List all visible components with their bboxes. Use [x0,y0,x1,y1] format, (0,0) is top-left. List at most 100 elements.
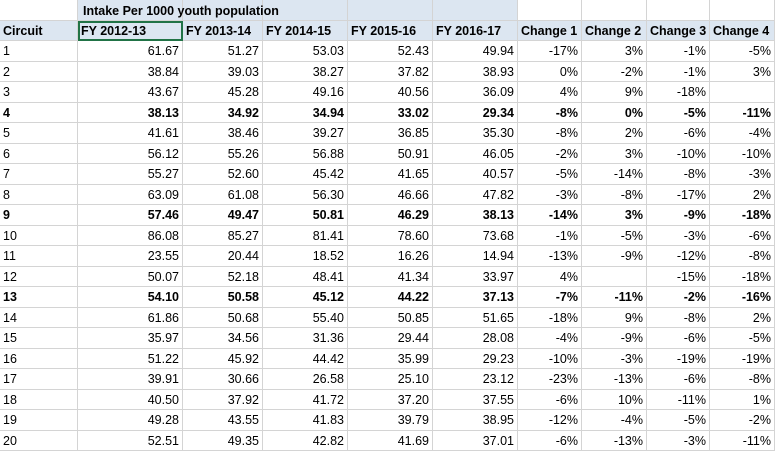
value-cell[interactable]: 29.23 [433,349,518,370]
change-cell[interactable]: -14% [518,205,582,226]
change-cell[interactable]: -8% [518,123,582,144]
value-cell[interactable]: 51.27 [183,41,263,62]
value-cell[interactable]: 37.20 [348,390,433,411]
value-cell[interactable]: 20.44 [183,246,263,267]
change-cell[interactable]: -17% [647,185,710,206]
value-cell[interactable]: 41.83 [263,410,348,431]
change-cell[interactable]: -4% [582,410,647,431]
value-cell[interactable]: 25.10 [348,369,433,390]
change-cell[interactable]: -15% [647,267,710,288]
circuit-cell[interactable]: 18 [0,390,78,411]
change-cell[interactable]: -11% [582,287,647,308]
change-cell[interactable]: -3% [518,185,582,206]
value-cell[interactable]: 38.95 [433,410,518,431]
value-cell[interactable]: 30.66 [183,369,263,390]
value-cell[interactable]: 42.82 [263,431,348,451]
value-cell[interactable]: 43.67 [78,82,183,103]
value-cell[interactable]: 38.27 [263,62,348,83]
value-cell[interactable]: 51.22 [78,349,183,370]
change-cell[interactable]: -14% [582,164,647,185]
value-cell[interactable]: 45.12 [263,287,348,308]
change-cell[interactable]: -18% [710,267,775,288]
circuit-cell[interactable]: 15 [0,328,78,349]
value-cell[interactable]: 14.94 [433,246,518,267]
value-cell[interactable]: 16.26 [348,246,433,267]
value-cell[interactable]: 34.56 [183,328,263,349]
value-cell[interactable]: 34.94 [263,103,348,124]
value-cell[interactable]: 61.86 [78,308,183,329]
value-cell[interactable]: 56.12 [78,144,183,165]
value-cell[interactable]: 78.60 [348,226,433,247]
change-cell[interactable]: 1% [710,390,775,411]
value-cell[interactable]: 86.08 [78,226,183,247]
change-cell[interactable]: -13% [518,246,582,267]
change-cell[interactable]: -6% [710,226,775,247]
value-cell[interactable]: 29.44 [348,328,433,349]
change-cell[interactable]: 3% [582,205,647,226]
value-cell[interactable]: 37.82 [348,62,433,83]
change-cell[interactable]: -19% [710,349,775,370]
change-cell[interactable]: 0% [518,62,582,83]
value-cell[interactable]: 50.68 [183,308,263,329]
header-change-4[interactable]: Change 4 [710,21,775,42]
header-fy-2014-15[interactable]: FY 2014-15 [263,21,348,42]
change-cell[interactable]: -16% [710,287,775,308]
change-cell[interactable]: -7% [518,287,582,308]
value-cell[interactable]: 41.65 [348,164,433,185]
value-cell[interactable]: 38.13 [433,205,518,226]
empty-cell[interactable] [647,0,710,21]
value-cell[interactable]: 39.91 [78,369,183,390]
change-cell[interactable]: 9% [582,82,647,103]
change-cell[interactable]: -6% [647,123,710,144]
change-cell[interactable]: -12% [647,246,710,267]
change-cell[interactable]: -2% [582,62,647,83]
change-cell[interactable]: -5% [518,164,582,185]
value-cell[interactable]: 48.41 [263,267,348,288]
value-cell[interactable]: 55.40 [263,308,348,329]
value-cell[interactable]: 37.55 [433,390,518,411]
circuit-cell[interactable]: 7 [0,164,78,185]
change-cell[interactable]: -8% [647,308,710,329]
change-cell[interactable]: -10% [518,349,582,370]
value-cell[interactable]: 35.97 [78,328,183,349]
value-cell[interactable]: 45.28 [183,82,263,103]
circuit-cell[interactable]: 2 [0,62,78,83]
change-cell[interactable]: -1% [647,41,710,62]
header-fy-2013-14[interactable]: FY 2013-14 [183,21,263,42]
change-cell[interactable]: -2% [518,144,582,165]
value-cell[interactable]: 41.69 [348,431,433,451]
change-cell[interactable]: 4% [518,82,582,103]
change-cell[interactable]: -18% [710,205,775,226]
circuit-cell[interactable]: 13 [0,287,78,308]
value-cell[interactable]: 61.67 [78,41,183,62]
empty-cell[interactable] [0,0,78,21]
value-cell[interactable]: 49.35 [183,431,263,451]
change-cell[interactable]: -1% [518,226,582,247]
value-cell[interactable]: 54.10 [78,287,183,308]
change-cell[interactable]: -10% [647,144,710,165]
value-cell[interactable]: 52.43 [348,41,433,62]
circuit-cell[interactable]: 10 [0,226,78,247]
value-cell[interactable]: 43.55 [183,410,263,431]
header-change-3[interactable]: Change 3 [647,21,710,42]
change-cell[interactable]: -5% [647,103,710,124]
change-cell[interactable] [582,267,647,288]
change-cell[interactable]: -18% [647,82,710,103]
value-cell[interactable]: 50.91 [348,144,433,165]
header-fy-2016-17[interactable]: FY 2016-17 [433,21,518,42]
value-cell[interactable]: 51.65 [433,308,518,329]
value-cell[interactable]: 38.13 [78,103,183,124]
change-cell[interactable]: -13% [582,431,647,451]
circuit-cell[interactable]: 11 [0,246,78,267]
value-cell[interactable]: 49.47 [183,205,263,226]
value-cell[interactable]: 56.88 [263,144,348,165]
change-cell[interactable]: -6% [518,431,582,451]
circuit-cell[interactable]: 8 [0,185,78,206]
change-cell[interactable]: -3% [647,226,710,247]
change-cell[interactable]: -2% [710,410,775,431]
value-cell[interactable]: 46.66 [348,185,433,206]
value-cell[interactable]: 26.58 [263,369,348,390]
change-cell[interactable]: -3% [582,349,647,370]
change-cell[interactable]: 3% [582,144,647,165]
change-cell[interactable]: 4% [518,267,582,288]
